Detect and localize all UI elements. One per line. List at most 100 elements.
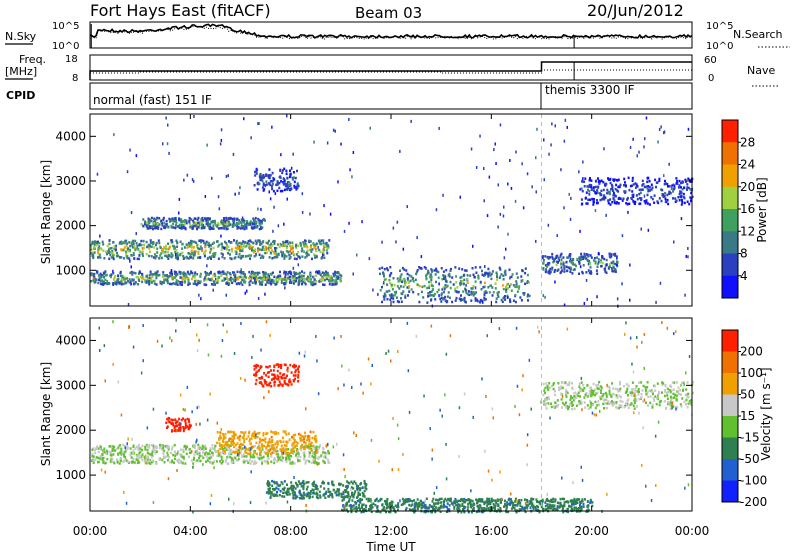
noise-cell	[211, 176, 213, 180]
range-gate-cell	[353, 491, 356, 495]
range-gate-cell	[326, 275, 329, 279]
range-gate-cell	[276, 253, 278, 256]
range-gate-cell	[596, 272, 599, 275]
range-gate-cell	[280, 481, 283, 484]
range-gate-cell	[214, 252, 217, 255]
range-gate-cell	[331, 276, 333, 280]
range-gate-cell	[153, 246, 156, 249]
range-gate-cell	[312, 491, 315, 495]
range-gate-cell	[350, 510, 353, 514]
range-gate-cell	[319, 485, 322, 488]
noise-cell	[560, 168, 562, 172]
range-gate-cell	[574, 502, 577, 505]
range-gate-cell	[311, 436, 314, 440]
range-gate-cell	[164, 445, 167, 448]
range-gate-cell	[302, 486, 305, 489]
range-gate-cell	[297, 250, 300, 254]
range-gate-cell	[495, 271, 498, 274]
range-gate-cell	[462, 274, 465, 277]
range-gate-cell	[181, 223, 184, 227]
range-gate-cell	[317, 450, 319, 454]
range-gate-cell	[672, 183, 675, 187]
range-gate-cell	[204, 245, 207, 248]
range-gate-cell	[580, 198, 583, 201]
range-gate-cell	[141, 280, 144, 284]
range-gate-cell	[253, 220, 256, 223]
range-gate-cell	[269, 381, 272, 385]
range-gate-cell	[404, 508, 407, 512]
range-gate-cell	[202, 252, 205, 255]
range-gate-cell	[292, 437, 295, 440]
range-gate-cell	[470, 299, 473, 302]
range-gate-cell	[261, 443, 264, 446]
range-gate-cell	[227, 224, 230, 227]
range-gate-cell	[262, 278, 265, 281]
range-gate-cell	[340, 495, 343, 498]
range-gate-cell	[269, 281, 272, 285]
range-gate-cell	[280, 281, 283, 284]
range-gate-cell	[328, 495, 331, 498]
range-gate-cell	[285, 172, 288, 176]
range-gate-cell	[174, 251, 177, 254]
range-gate-cell	[511, 504, 514, 508]
range-gate-cell	[304, 256, 307, 259]
range-gate-cell	[120, 256, 123, 259]
range-gate-cell	[199, 272, 202, 276]
range-gate-cell	[132, 279, 134, 282]
range-gate-cell	[280, 279, 283, 282]
range-gate-cell	[546, 503, 549, 506]
range-gate-cell	[262, 174, 265, 177]
range-gate-cell	[124, 282, 127, 285]
range-gate-cell	[388, 289, 391, 293]
range-gate-cell	[479, 280, 482, 284]
range-gate-cell	[295, 454, 297, 457]
range-gate-cell	[238, 246, 241, 250]
noise-cell	[292, 152, 294, 156]
range-gate-cell	[264, 382, 267, 385]
range-gate-cell	[519, 508, 522, 511]
range-gate-cell	[242, 254, 245, 258]
range-gate-cell	[332, 279, 335, 282]
range-gate-cell	[339, 277, 342, 280]
noise-cell	[509, 276, 511, 280]
range-gate-cell	[141, 444, 144, 448]
range-gate-cell	[271, 271, 274, 274]
range-gate-cell	[306, 459, 309, 462]
range-gate-cell	[483, 291, 486, 294]
range-gate-cell	[294, 369, 297, 372]
range-gate-cell	[179, 283, 182, 286]
range-gate-cell	[103, 456, 106, 459]
range-gate-cell	[173, 457, 176, 461]
range-gate-cell	[216, 281, 219, 285]
range-gate-cell	[269, 174, 272, 177]
range-gate-cell	[668, 185, 671, 188]
range-gate-cell	[391, 288, 394, 291]
noise-cell	[508, 284, 511, 288]
range-gate-cell	[190, 250, 193, 254]
range-gate-cell	[258, 369, 260, 372]
range-gate-cell	[123, 257, 126, 260]
range-gate-cell	[360, 510, 363, 514]
range-gate-cell	[360, 482, 362, 485]
range-gate-cell	[253, 184, 256, 187]
range-gate-cell	[283, 495, 286, 498]
range-gate-cell	[165, 455, 168, 458]
range-gate-cell	[133, 282, 136, 286]
range-gate-cell	[322, 283, 324, 286]
range-gate-cell	[589, 198, 591, 201]
range-gate-cell	[407, 286, 410, 290]
noise-cell	[238, 191, 240, 195]
range-gate-cell	[219, 454, 222, 458]
range-gate-cell	[142, 254, 144, 258]
range-gate-cell	[540, 505, 543, 509]
range-gate-cell	[314, 256, 317, 259]
range-gate-cell	[185, 452, 188, 456]
range-gate-cell	[263, 459, 266, 463]
range-gate-cell	[320, 242, 323, 246]
range-gate-cell	[342, 492, 345, 496]
range-gate-cell	[474, 299, 477, 302]
range-gate-cell	[283, 480, 286, 483]
noise-cell	[664, 200, 667, 204]
range-gate-cell	[211, 242, 214, 245]
range-gate-cell	[298, 459, 301, 462]
